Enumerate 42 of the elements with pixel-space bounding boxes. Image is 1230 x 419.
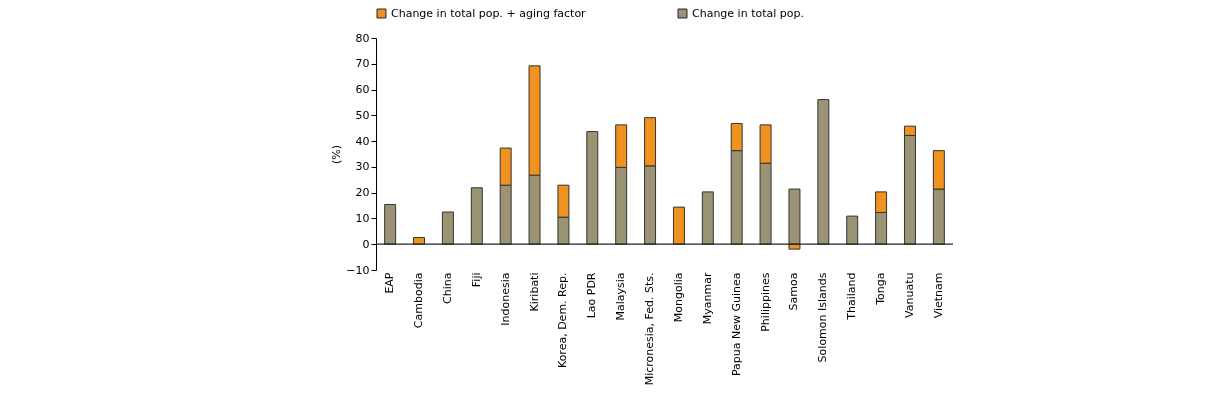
x-tick-label: Micronesia, Fed. Sts.	[643, 272, 657, 386]
x-tick-label: Solomon Islands	[816, 272, 830, 363]
x-tick-label: Cambodia	[412, 272, 426, 329]
y-tick-label: 10	[355, 211, 370, 225]
legend-label: Change in total pop. + aging factor	[391, 6, 587, 20]
x-tick-label: Thailand	[845, 272, 859, 321]
bar	[586, 131, 599, 245]
bar	[817, 99, 830, 245]
x-tick-label: China	[440, 272, 454, 304]
x-tick-label: Philippines	[758, 272, 772, 332]
y-tick-label: −10	[346, 263, 370, 277]
x-tick-label: Myanmar	[700, 272, 714, 325]
x-tick-label: Malaysia	[614, 272, 628, 321]
legend-label: Change in total pop.	[692, 6, 804, 20]
x-tick-label: Kiribati	[527, 272, 541, 312]
x-tick-label: Samoa	[787, 272, 801, 311]
y-tick-label: 40	[355, 134, 370, 148]
x-tick-label: Mongolia	[671, 272, 685, 323]
y-tick-label: 30	[355, 160, 370, 174]
bar	[413, 237, 426, 245]
x-tick-label: Lao PDR	[585, 272, 599, 319]
y-tick-label: 20	[355, 186, 370, 200]
bar	[384, 204, 397, 245]
bar	[672, 206, 685, 245]
x-tick-label: Vanuatu	[902, 272, 916, 318]
y-tick-label: 60	[355, 83, 370, 97]
y-tick-label: 50	[355, 108, 370, 122]
x-tick-label: EAP	[383, 272, 397, 294]
x-tick-label: Fiji	[469, 272, 483, 288]
y-axis-title: (%)	[330, 144, 344, 165]
x-tick-label: Tonga	[874, 272, 888, 306]
y-tick-label: 80	[355, 31, 370, 45]
bar	[441, 211, 454, 245]
y-tick-label: 70	[355, 57, 370, 71]
y-tick-label: 0	[362, 237, 370, 251]
x-tick-label: Vietnam	[931, 272, 945, 319]
x-tick-label: Indonesia	[498, 272, 512, 326]
bar	[701, 191, 714, 245]
bar	[470, 187, 483, 245]
x-tick-label: Papua New Guinea	[729, 272, 743, 377]
x-tick-label: Korea, Dem. Rep.	[556, 272, 570, 369]
bar	[846, 215, 859, 245]
